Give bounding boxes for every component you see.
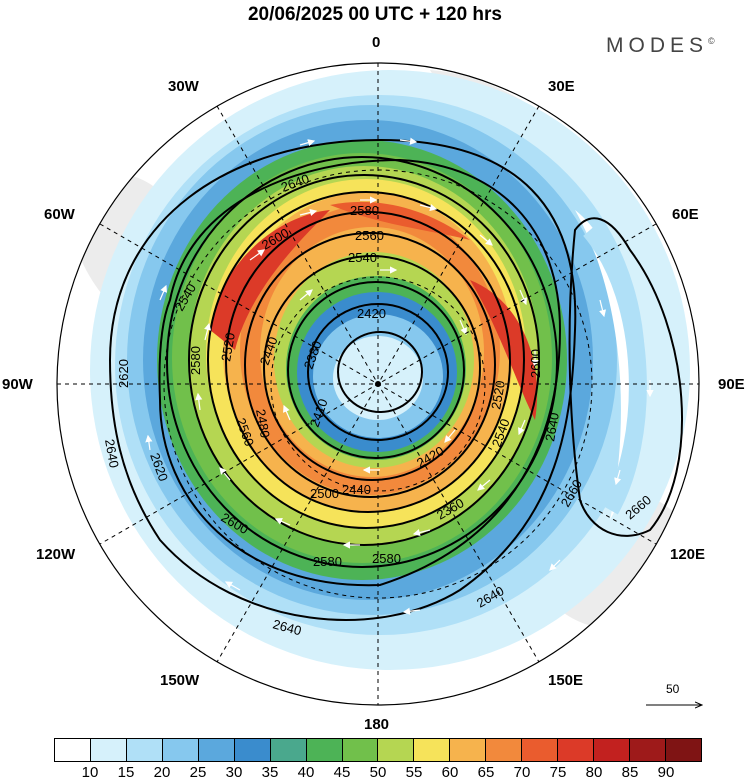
lon-label-120e: 120E [670,546,706,563]
colorbar-tick-label: 70 [513,764,531,781]
lon-label-150w: 150W [160,672,200,689]
contour-label: 2520 [218,331,238,362]
lon-label-60e: 60E [672,206,699,223]
colorbar-tick-label: 60 [441,764,459,781]
colorbar-cell [630,739,666,761]
colorbar [54,738,702,762]
colorbar-cell [90,739,127,761]
contour-label: 2620 [116,359,131,388]
south-pole-marker [375,381,381,387]
colorbar-ticks: 10 15 20 25 30 35 40 45 50 55 60 65 70 75 80 85 90 [54,764,702,782]
colorbar-cell [306,739,343,761]
shaded-wind-speed [57,63,699,705]
contour-label: 2640 [102,438,122,469]
forecast-title: 20/06/2025 00 UTC + 120 hrs [247,4,503,25]
colorbar-tick-label: 55 [405,764,423,781]
contour-label: 2440 [342,482,371,497]
colorbar-cell [162,739,199,761]
contour-label: 2580 [313,554,342,569]
colorbar-cell [234,739,271,761]
contour-label: 2520 [488,379,508,410]
colorbar-tick-label: 80 [585,764,603,781]
colorbar-tick-label: 25 [189,764,207,781]
colorbar-cell [55,739,91,761]
colorbar-cell [270,739,307,761]
colorbar-tick-label: 85 [621,764,639,781]
contour-label: 2480 [253,408,273,439]
colorbar-cell [594,739,630,761]
contour-label: 2640 [542,411,562,442]
colorbar-cell [378,739,415,761]
colorbar-cell [522,739,559,761]
colorbar-tick-label: 15 [117,764,135,781]
contour-label: 2640 [271,616,303,638]
colorbar-cell [198,739,235,761]
colorbar-tick-label: 35 [261,764,279,781]
lon-label-120w: 120W [36,546,76,563]
contour-label: 2500 [310,486,339,501]
contour-label: 2540 [348,250,377,265]
lon-label-30w: 30W [168,78,199,95]
colorbar-cell [414,739,451,761]
colorbar-cell [342,739,379,761]
contour-label: 2600 [528,349,543,378]
modes-logo: MODES© [606,34,715,57]
colorbar-tick-label: 10 [81,764,99,781]
contour-label: 2420 [357,306,386,321]
jet-core-west [210,210,330,350]
contour-label: 2580 [188,346,203,375]
colorbar-tick-label: 65 [477,764,495,781]
contour-label: 2560 [355,228,384,243]
lon-label-180: 180 [364,716,390,733]
lon-label-90w: 90W [2,376,33,393]
colorbar-tick-label: 75 [549,764,567,781]
lon-label-150e: 150E [548,672,584,689]
reference-vector-label: 50 [666,682,680,696]
colorbar-tick-label: 30 [225,764,243,781]
map-boundary [56,62,700,706]
contour-label: 2580 [350,203,379,218]
colorbar-cell [665,739,701,761]
lon-label-30e: 30E [548,78,575,95]
colorbar-cell [126,739,163,761]
colorbar-cell [450,739,487,761]
lon-label-90e: 90E [718,376,745,393]
lon-label-60w: 60W [44,206,75,223]
colorbar-tick-label: 90 [657,764,675,781]
contour-label: 2580 [372,551,401,566]
colorbar-tick-label: 40 [297,764,315,781]
jet-core-east [470,280,538,420]
wind-vectors [145,137,654,615]
colorbar-cell [486,739,523,761]
colorbar-tick-label: 20 [153,764,171,781]
colorbar-cell [558,739,595,761]
colorbar-tick-label: 50 [369,764,387,781]
colorbar-tick-label: 45 [333,764,351,781]
lon-label-0: 0 [372,34,381,51]
